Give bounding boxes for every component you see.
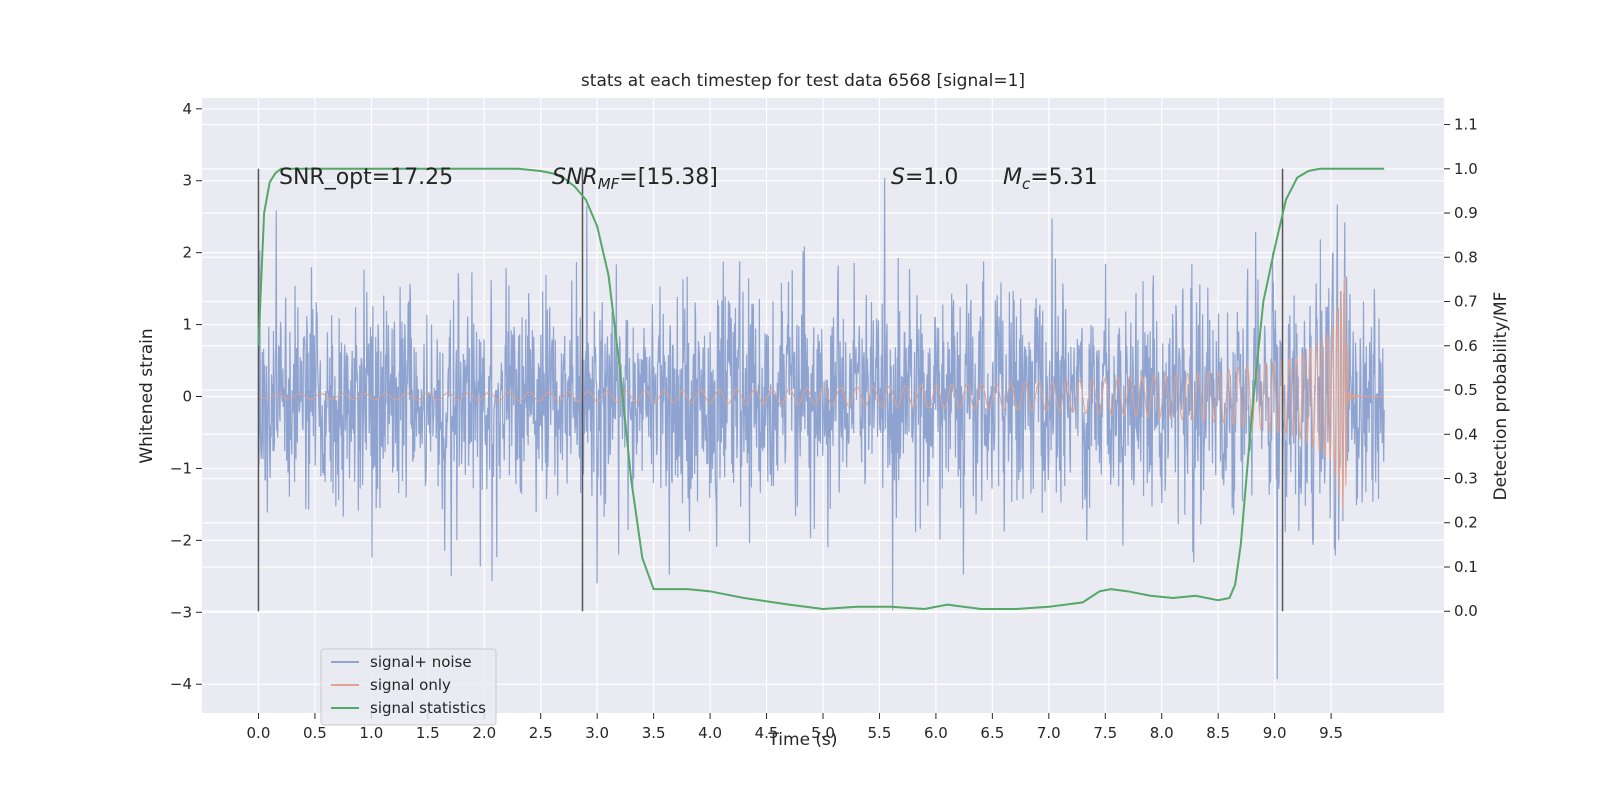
annotation-chirp-mass: Mc=5.31 [1003, 165, 1098, 193]
x-tick-label: 9.0 [1263, 724, 1287, 742]
y-tick-label: 1 [182, 316, 192, 334]
y-axis-label: Whitened strain [137, 328, 157, 463]
y2-tick-label: 0.9 [1454, 204, 1478, 222]
y-axis-ticks: 4 3 2 1 0 −1 −2 −3 −4 [170, 100, 202, 693]
x-tick-label: 0.0 [247, 724, 271, 742]
x-tick-label: 9.5 [1319, 724, 1343, 742]
vertical-markers [257, 168, 1284, 612]
annotation-snr-opt: SNR_opt=17.25 [279, 165, 453, 190]
plot-area [257, 167, 1385, 680]
legend-label-signal-only: signal only [370, 676, 451, 694]
x-tick-label: 5.5 [868, 724, 892, 742]
x-tick-label: 2.5 [529, 724, 553, 742]
y-tick-label: 2 [182, 244, 192, 262]
y-tick-label: 3 [182, 172, 192, 190]
y2-tick-label: 0.6 [1454, 337, 1478, 355]
x-tick-label: 6.5 [980, 724, 1004, 742]
x-tick-label: 4.5 [755, 724, 779, 742]
annotations: SNR_opt=17.25 SNRMF=[15.38] S=1.0 Mc=5.3… [279, 165, 1098, 193]
legend: signal+ noise signal only signal statist… [320, 648, 497, 726]
y2-axis-label: Detection probability/MF [1491, 292, 1511, 501]
y2-tick-label: 1.0 [1454, 160, 1478, 178]
series-signal-noise [257, 177, 1385, 680]
x-tick-label: 3.5 [642, 724, 666, 742]
x-tick-label: 5.0 [811, 724, 835, 742]
legend-label-signal-statistics: signal statistics [370, 699, 486, 717]
x-tick-label: 8.5 [1206, 724, 1230, 742]
y2-tick-label: 0.5 [1454, 381, 1478, 399]
x-tick-label: 2.0 [472, 724, 496, 742]
x-tick-label: 1.5 [416, 724, 440, 742]
y-tick-label: 4 [182, 100, 192, 118]
y-tick-label: −1 [170, 459, 192, 477]
y2-tick-label: 0.0 [1454, 602, 1478, 620]
y2-tick-label: 0.8 [1454, 248, 1478, 266]
y2-tick-label: 0.1 [1454, 558, 1478, 576]
y2-tick-label: 0.4 [1454, 425, 1478, 443]
x-tick-label: 3.0 [585, 724, 609, 742]
y2-tick-label: 0.7 [1454, 293, 1478, 311]
y2-tick-label: 0.2 [1454, 514, 1478, 532]
y-tick-label: −3 [170, 603, 192, 621]
x-tick-label: 8.0 [1150, 724, 1174, 742]
legend-label-signal-noise: signal+ noise [370, 653, 472, 671]
x-tick-label: 7.0 [1037, 724, 1061, 742]
y-tick-label: 0 [182, 388, 192, 406]
x-axis-label: Time (s) [767, 730, 837, 750]
annotation-s-stat: S=1.0 [891, 165, 958, 190]
annotation-snr-mf: SNRMF=[15.38] [552, 165, 718, 193]
chart-title: stats at each timestep for test data 656… [581, 71, 1025, 91]
x-tick-label: 6.0 [924, 724, 948, 742]
series-signal-statistics [257, 167, 1385, 611]
legend-box [320, 648, 497, 726]
x-axis-ticks: 0.0 0.5 1.0 1.5 2.0 2.5 3.0 3.5 4.0 4.5 5.0 5.5 6.0 6… [247, 713, 1343, 742]
x-tick-label: 4.0 [698, 724, 722, 742]
y2-tick-label: 1.1 [1454, 116, 1478, 134]
y2-axis-ticks: 1.1 1.0 0.9 0.8 0.7 0.6 0.5 0.4 0.3 0.2 0.1 0.0 [1444, 116, 1478, 620]
y2-tick-label: 0.3 [1454, 470, 1478, 488]
x-tick-label: 0.5 [303, 724, 327, 742]
x-tick-label: 1.0 [359, 724, 383, 742]
y-tick-label: −4 [170, 675, 192, 693]
x-tick-label: 7.5 [1093, 724, 1117, 742]
y-tick-label: −2 [170, 531, 192, 549]
series-signal-only [258, 276, 1385, 510]
